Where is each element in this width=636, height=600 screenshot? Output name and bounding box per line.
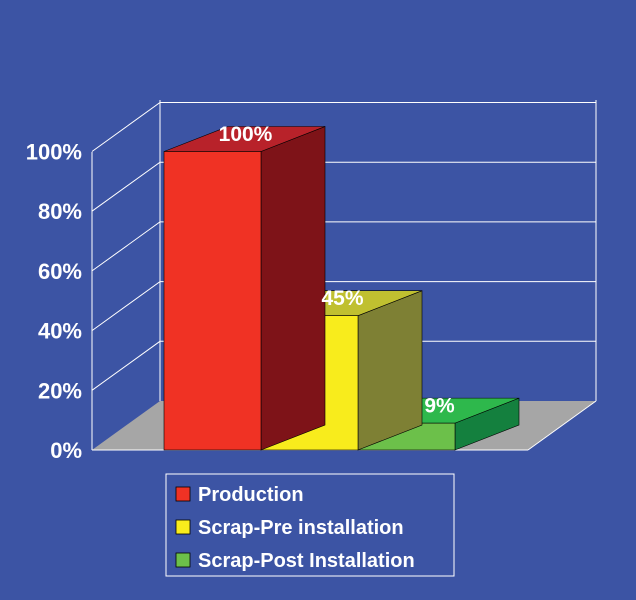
bar-side [260, 126, 326, 451]
y-tick-label: 80% [38, 199, 82, 224]
bar-front [163, 151, 262, 451]
y-tick-label: 20% [38, 378, 82, 403]
x-axis-depth-line [527, 400, 597, 451]
legend: Production Scrap-Pre installation Scrap-Po… [165, 473, 455, 577]
legend-label: Scrap-Pre installation [198, 517, 404, 539]
bar-side [357, 290, 423, 451]
legend-box [165, 473, 455, 577]
y-tick-label: 100% [26, 140, 82, 165]
legend-swatch [175, 486, 191, 502]
data-label: 9% [424, 395, 455, 418]
legend-label: Production [198, 484, 304, 506]
y-tick-label: 40% [38, 319, 82, 344]
gridline [91, 340, 596, 391]
y-tick-label: 60% [38, 259, 82, 284]
y-tick-label: 0% [50, 438, 82, 463]
bar [163, 126, 326, 451]
legend-label: Scrap-Post Installation [198, 550, 415, 572]
data-label: 45% [321, 287, 363, 310]
gridline [91, 281, 596, 332]
data-label: 100% [219, 123, 273, 146]
gridline [91, 102, 596, 152]
gridline [91, 161, 596, 212]
gridline [91, 221, 596, 272]
legend-swatch [175, 552, 191, 568]
legend-swatch [175, 519, 191, 535]
